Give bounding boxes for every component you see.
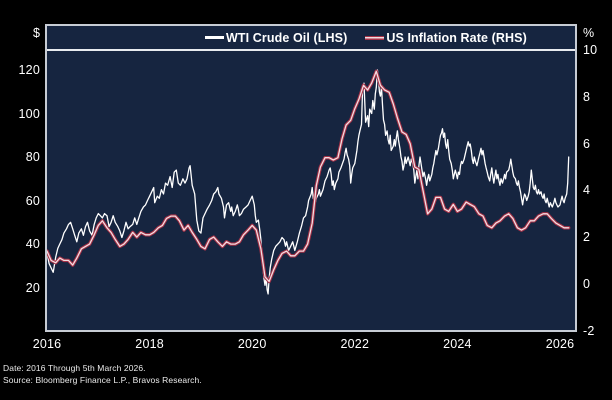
footnote-date: Date: 2016 Through 5th March 2026. bbox=[3, 363, 146, 373]
chart-footnote: Date: 2016 Through 5th March 2026. Sourc… bbox=[3, 363, 202, 386]
left-axis-tick: 100 bbox=[18, 106, 40, 121]
x-axis-tick: 2018 bbox=[135, 337, 164, 351]
legend-item-wti: WTI Crude Oil (LHS) bbox=[205, 31, 347, 45]
x-axis-tick: 2026 bbox=[545, 337, 575, 351]
right-axis-tick: 6 bbox=[583, 136, 591, 151]
wti-line-swatch-icon bbox=[205, 36, 224, 39]
footnote-source: Source: Bloomberg Finance L.P., Bravos R… bbox=[3, 374, 202, 385]
x-axis-tick: 2024 bbox=[443, 337, 472, 351]
right-axis-tick: 0 bbox=[583, 276, 591, 291]
chart-frame: WTI Crude Oil (LHS) US Inflation Rate (R… bbox=[45, 24, 577, 332]
right-axis-tick: -2 bbox=[583, 323, 595, 338]
legend-item-inflation: US Inflation Rate (RHS) bbox=[365, 31, 527, 45]
left-axis-tick: 60 bbox=[25, 193, 40, 208]
x-axis-tick: 2016 bbox=[32, 337, 62, 351]
chart-legend: WTI Crude Oil (LHS) US Inflation Rate (R… bbox=[47, 26, 575, 51]
right-axis-unit-label: % bbox=[583, 26, 595, 40]
legend-label-wti: WTI Crude Oil (LHS) bbox=[226, 30, 348, 45]
left-axis-tick: 120 bbox=[18, 63, 40, 77]
left-axis-tick: 20 bbox=[25, 280, 40, 295]
x-axis-tick: 2020 bbox=[237, 337, 267, 351]
right-axis-tick: 8 bbox=[583, 90, 591, 104]
legend-row: WTI Crude Oil (LHS) US Inflation Rate (R… bbox=[205, 26, 527, 49]
right-axis-tick: 10 bbox=[583, 43, 598, 58]
right-axis-tick: 2 bbox=[583, 230, 591, 245]
left-axis-unit-label: $ bbox=[33, 26, 40, 40]
left-axis-tick: 80 bbox=[25, 150, 40, 164]
left-axis-tick: 40 bbox=[25, 237, 40, 251]
inflation-line-swatch-icon bbox=[365, 35, 385, 40]
legend-label-inflation: US Inflation Rate (RHS) bbox=[386, 30, 527, 45]
right-axis-tick: 4 bbox=[583, 183, 591, 198]
x-axis-tick: 2022 bbox=[340, 337, 370, 351]
